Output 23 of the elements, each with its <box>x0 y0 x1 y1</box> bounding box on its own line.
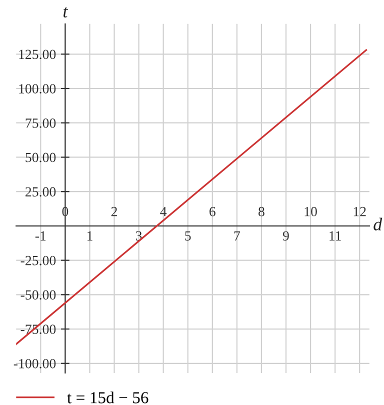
x-axis-title: d <box>374 218 382 230</box>
y-tick-label: 25.00 <box>26 187 56 197</box>
y-tick-label: 50.00 <box>26 152 56 162</box>
x2-tick-label: 4 <box>160 206 167 216</box>
x-tick-label: 7 <box>234 231 240 240</box>
y-tick-label: 75.00 <box>26 118 56 128</box>
x-tick-label: 9 <box>282 231 289 241</box>
x2-tick-label: 10 <box>304 206 317 216</box>
y-tick-label: 100.00 <box>19 84 56 94</box>
x2-tick-label: 12 <box>354 206 366 216</box>
y-tick-label: 125.00 <box>19 50 56 60</box>
x2-tick-label: 2 <box>111 206 117 216</box>
y-tick-label: -100.00 <box>14 358 56 368</box>
x-tick-label: 5 <box>185 231 191 241</box>
x-tick-label: -1 <box>35 231 46 240</box>
legend-label: t = 15d − 56 <box>67 392 148 404</box>
x2-tick-label: 6 <box>210 206 216 216</box>
x-tick-label: 11 <box>330 231 341 240</box>
y-axis-title: t <box>63 7 68 18</box>
x-tick-label: 1 <box>87 231 92 240</box>
y-tick-label: -50.00 <box>20 290 56 300</box>
x2-tick-label: 8 <box>258 206 264 216</box>
y-tick-label: -25.00 <box>20 256 56 266</box>
